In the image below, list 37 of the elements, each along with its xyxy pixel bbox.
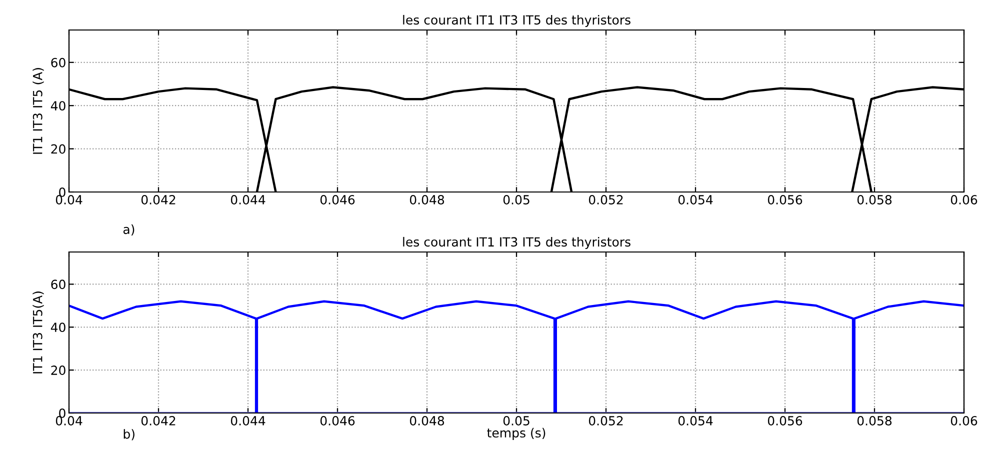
- x-tick-label: 0.048: [410, 416, 444, 426]
- x-tick-label: 0.048: [410, 195, 444, 204]
- x-axis-title: temps (s): [487, 428, 546, 440]
- x-tick-label: 0.056: [768, 416, 802, 426]
- y-axis-title: IT1 IT3 IT5(A): [32, 292, 44, 374]
- x-tick-label: 0.042: [141, 416, 176, 426]
- y-tick-label: 0: [59, 187, 66, 197]
- x-tick-label: 0.05: [503, 416, 530, 426]
- y-tick-label: 0: [59, 408, 66, 418]
- x-tick-label: 0.054: [678, 195, 713, 204]
- x-tick-label: 0.044: [230, 416, 266, 426]
- x-tick-label: 0.046: [320, 195, 355, 204]
- x-tick-label: 0.052: [588, 195, 623, 204]
- y-tick-label: 40: [50, 101, 66, 111]
- y-tick-label: 20: [51, 144, 66, 154]
- x-tick-label: 0.05: [503, 195, 530, 204]
- chart-title: les courant IT1 IT3 IT5 des thyristors: [403, 14, 630, 28]
- x-tick-label: 0.058: [857, 416, 892, 426]
- y-tick-label: 60: [51, 58, 66, 68]
- x-tick-label: 0.044: [230, 195, 266, 204]
- x-tick-label: 0.042: [141, 195, 176, 204]
- chart-title: les courant IT1 IT3 IT5 des thyristors: [403, 236, 630, 250]
- text: b): [124, 429, 134, 440]
- x-tick-label: 0.04: [56, 416, 82, 426]
- x-tick-label: 0.04: [56, 195, 82, 204]
- y-tick-label: 60: [51, 280, 66, 290]
- y-tick-label: 20: [51, 366, 66, 375]
- y-axis-title: IT1 IT3 IT5 (A): [32, 68, 44, 154]
- y-tick-label: 40: [50, 322, 66, 332]
- x-tick-label: 0.054: [678, 416, 713, 426]
- x-tick-label: 0.06: [950, 416, 978, 426]
- x-tick-label: 0.06: [950, 195, 978, 204]
- x-tick-label: 0.058: [857, 195, 892, 204]
- text: a): [123, 224, 134, 236]
- x-tick-label: 0.052: [588, 416, 623, 426]
- x-tick-label: 0.056: [768, 195, 802, 204]
- x-tick-label: 0.046: [320, 416, 355, 426]
